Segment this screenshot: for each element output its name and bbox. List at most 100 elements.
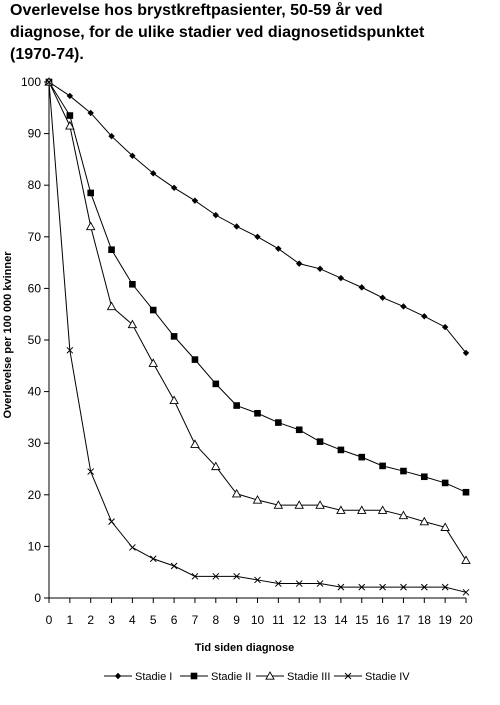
chart-title: Overlevelse hos brystkreftpasienter, 50-… [10, 0, 498, 66]
x-tick-label: 19 [438, 613, 452, 627]
data-point [462, 588, 470, 596]
y-tick-label: 50 [28, 333, 42, 347]
data-point [254, 576, 261, 584]
data-point [315, 500, 325, 509]
data-point [358, 583, 366, 591]
data-point [274, 580, 282, 587]
data-point [108, 246, 115, 253]
data-point [421, 313, 428, 320]
x-tick-label: 6 [171, 613, 178, 627]
x-tick-label: 10 [251, 613, 265, 627]
x-tick-label: 8 [212, 613, 219, 627]
data-point [231, 488, 242, 498]
x-tick-label: 17 [397, 613, 411, 627]
data-point [295, 426, 303, 434]
data-point [336, 505, 346, 514]
legend-marker [190, 672, 198, 680]
data-point [127, 319, 138, 329]
data-point [170, 333, 178, 340]
data-point [212, 572, 220, 580]
y-tick-label: 40 [28, 385, 42, 399]
y-tick-label: 100 [21, 75, 41, 89]
x-tick-label: 20 [459, 613, 473, 627]
legend-marker [114, 672, 122, 680]
data-point [190, 439, 200, 448]
data-point [254, 409, 261, 417]
legend-label: Stadie III [287, 671, 330, 683]
legend-item: Stadie III [256, 671, 330, 683]
data-point [233, 223, 240, 230]
legend-label: Stadie II [211, 671, 251, 683]
x-tick-label: 9 [233, 613, 240, 627]
data-point [191, 356, 199, 363]
data-point [169, 395, 179, 405]
data-point [170, 562, 178, 570]
data-point [441, 479, 449, 487]
data-point [462, 349, 470, 357]
series-line [48, 81, 467, 561]
data-point [462, 488, 470, 496]
data-point [400, 467, 407, 475]
data-point [108, 518, 115, 525]
y-tick-label: 90 [28, 127, 42, 141]
series-layer [44, 77, 471, 596]
data-point [233, 402, 240, 409]
x-tick-label: 1 [67, 613, 74, 627]
data-point [441, 583, 449, 591]
chart-title-line-2: diagnose, for de ulike stadier ved diagn… [10, 24, 425, 41]
data-point [356, 505, 367, 514]
data-point [191, 572, 199, 580]
data-point [337, 583, 345, 591]
y-tick-label: 20 [28, 488, 42, 502]
data-point [129, 152, 136, 159]
data-point [296, 260, 303, 267]
data-point [212, 211, 219, 219]
data-point [358, 453, 366, 461]
data-point [233, 572, 241, 580]
legend: Stadie I Stadie II Stadie III Stadie IV [104, 671, 410, 683]
data-point [316, 438, 324, 445]
data-point [398, 510, 409, 520]
data-point [421, 473, 428, 481]
y-tick-label: 80 [28, 178, 42, 192]
data-point [379, 583, 386, 591]
series-4 [45, 78, 470, 596]
legend-item: Stadie IV [334, 671, 410, 683]
data-point [108, 132, 115, 140]
series-3 [44, 77, 471, 564]
x-tick-label: 7 [192, 613, 199, 627]
x-tick-label: 5 [150, 613, 157, 627]
data-point [66, 92, 74, 100]
data-point [400, 303, 407, 310]
data-point [85, 221, 96, 231]
y-tick-label: 0 [34, 591, 41, 605]
y-tick-label: 60 [28, 281, 42, 295]
x-tick-label: 18 [418, 613, 432, 627]
x-tick-label: 15 [355, 613, 369, 627]
y-tick-label: 70 [28, 230, 42, 244]
legend-item: Stadie I [104, 671, 172, 683]
x-tick-label: 14 [334, 613, 348, 627]
legend-item: Stadie II [180, 671, 251, 683]
x-tick-label: 13 [313, 613, 327, 627]
series-1 [45, 78, 470, 357]
legend-label: Stadie I [135, 671, 172, 683]
data-point [149, 306, 157, 314]
data-point [87, 468, 95, 475]
series-line [48, 81, 467, 354]
data-point [65, 120, 75, 130]
legend-marker [344, 672, 352, 680]
data-point [358, 284, 365, 291]
data-point [275, 419, 282, 426]
legend-label: Stadie IV [365, 671, 410, 683]
data-point [150, 170, 157, 177]
data-point [440, 522, 450, 531]
data-point [377, 505, 388, 514]
data-point [254, 233, 261, 240]
data-point [379, 294, 386, 301]
data-point [400, 583, 407, 591]
series-line [48, 81, 467, 493]
y-tick-label: 10 [28, 539, 42, 553]
chart-title-line-3: (1970-74). [10, 46, 84, 63]
